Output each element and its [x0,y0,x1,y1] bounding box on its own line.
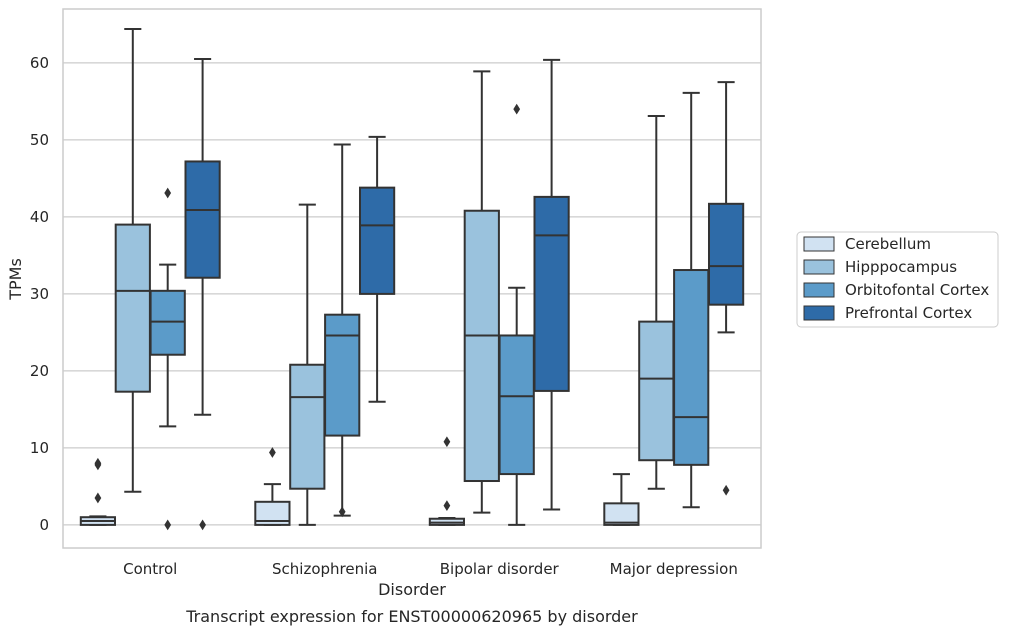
box [358,186,396,295]
box [324,313,361,437]
box [149,289,186,356]
outlier-point [94,492,102,504]
legend-swatch [803,282,835,298]
legend-swatch [803,305,835,321]
plot-area-frame [62,8,762,549]
outlier-point [513,103,521,115]
legend-label: Hipppocampus [845,258,957,276]
x-axis-ticks: Control Schizophrenia Bipolar disorder Majo… [123,560,738,578]
series-prefrontal-cortex [184,58,745,531]
y-tick-label: 60 [30,54,49,72]
series-cerebellum [79,436,640,526]
legend: Cerebellum Hipppocampus Orbitofontal Corte… [796,231,999,328]
outlier-point [443,500,451,512]
box-series [79,28,745,531]
box [289,363,326,490]
outlier-point [199,519,206,531]
y-tick-label: 30 [30,285,49,303]
box [603,502,640,526]
outlier-point [164,187,172,199]
box [707,202,745,306]
x-tick-label: Control [123,560,177,578]
x-tick-label: Major depression [610,560,738,578]
outlier-point [94,457,102,469]
x-tick-label: Schizophrenia [272,560,377,578]
y-axis-ticks: 0 10 20 30 40 50 60 [30,54,49,534]
box [114,223,151,393]
box [254,500,291,526]
legend-label: Cerebellum [845,235,931,253]
outlier-point [164,519,172,531]
box [638,320,675,462]
box [498,334,535,476]
outlier-point [269,447,276,458]
legend-swatch [803,236,835,252]
legend-frame [796,231,999,328]
y-tick-label: 50 [30,131,49,149]
y-tick-label: 10 [30,439,49,457]
series-orbitofontal-cortex [149,91,710,531]
y-axis-title: TPMs [6,258,25,301]
x-tick-label: Bipolar disorder [440,560,560,578]
box [184,160,221,279]
figure-caption: Transcript expression for ENST0000062096… [185,607,638,626]
box [673,269,710,466]
x-axis-title: Disorder [378,580,446,599]
outlier-point [443,436,451,448]
legend-swatch [803,259,835,275]
legend-label: Orbitofontal Cortex [845,281,989,299]
box [463,209,500,483]
outlier-point [338,506,346,518]
box [533,195,570,392]
legend-label: Prefrontal Cortex [845,304,972,322]
y-tick-label: 0 [39,516,49,534]
outlier-point [722,484,730,496]
y-tick-label: 40 [30,208,49,226]
y-tick-label: 20 [30,362,49,380]
